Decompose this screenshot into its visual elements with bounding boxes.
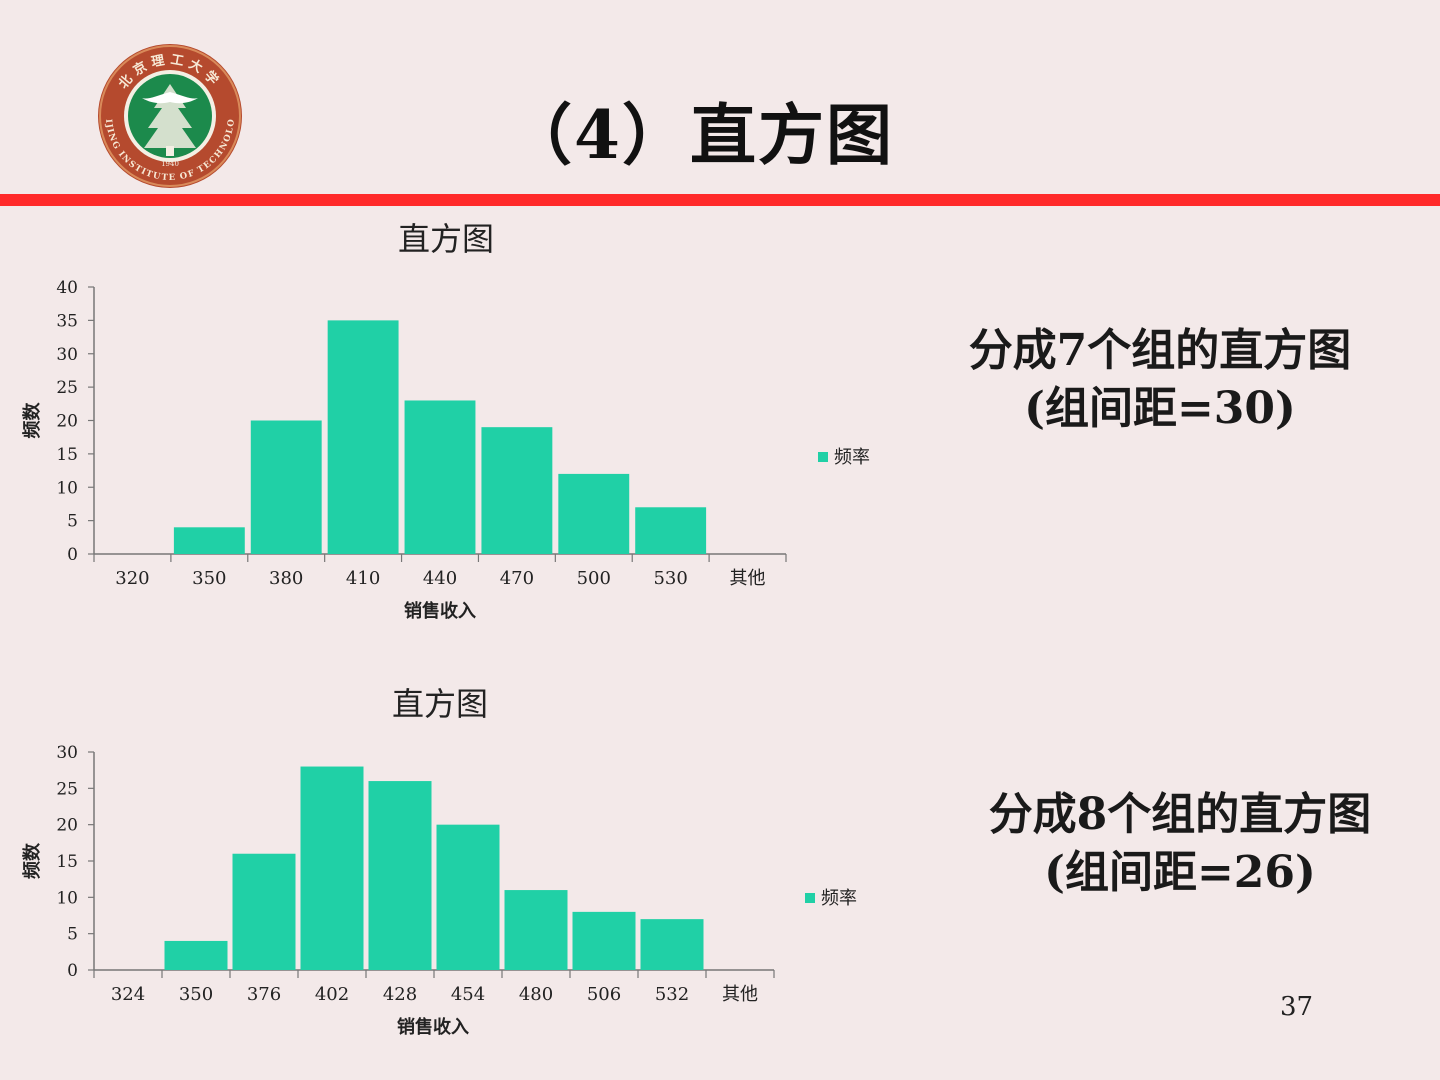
caption-8-groups-line1: 分成8个组的直方图	[988, 789, 1372, 840]
histogram-bar	[558, 473, 630, 554]
slide-title: （4）直方图	[506, 96, 894, 174]
y-tick-label: 40	[56, 278, 78, 298]
x-tick-label: 506	[587, 984, 621, 1005]
x-tick-label: 324	[111, 984, 145, 1005]
x-tick-label: 376	[247, 984, 281, 1005]
page-number: 37	[1280, 992, 1314, 1022]
y-tick-label: 5	[67, 512, 78, 532]
x-tick-label: 410	[346, 568, 380, 589]
caption-7-groups-line1: 分成7个组的直方图	[968, 325, 1352, 376]
y-tick-label: 15	[56, 445, 78, 465]
histogram-bar	[404, 400, 476, 554]
histogram-bar	[250, 420, 322, 554]
histogram-bar	[300, 766, 364, 970]
x-tick-label: 350	[179, 984, 213, 1005]
y-tick-label: 25	[56, 378, 78, 398]
legend-label: 频率	[834, 447, 870, 468]
x-tick-label: 其他	[722, 984, 758, 1005]
legend-swatch	[805, 893, 815, 903]
histogram-chart-7-groups: 直方图 0 5 10 15 20 25 30 35 40 320 350 380 410 440 470 500…	[0, 210, 900, 630]
y-tick-label: 30	[56, 743, 78, 763]
chart-title: 直方图	[398, 220, 494, 258]
logo-year: 1940	[161, 160, 179, 168]
caption-8-groups-line2: (组间距=26)	[1044, 847, 1316, 898]
x-tick-label: 470	[500, 568, 534, 589]
histogram-bar	[164, 940, 228, 970]
histogram-bar	[368, 781, 432, 970]
x-tick-label: 532	[655, 984, 689, 1005]
y-tick-label: 35	[56, 311, 78, 331]
x-axis-label: 销售收入	[397, 1016, 469, 1038]
x-axis-label: 销售收入	[404, 600, 476, 622]
title-divider	[0, 194, 1440, 206]
caption-8-groups: 分成8个组的直方图 (组间距=26)	[950, 786, 1410, 902]
x-tick-label: 428	[383, 984, 417, 1005]
y-tick-label: 10	[56, 478, 78, 498]
histogram-bar	[173, 527, 245, 554]
histogram-bar	[232, 853, 296, 970]
x-tick-label: 440	[423, 568, 457, 589]
x-tick-label: 402	[315, 984, 349, 1005]
x-tick-label: 其他	[730, 568, 766, 589]
legend-swatch	[818, 452, 828, 462]
y-tick-label: 0	[67, 545, 78, 565]
university-logo: 北京理工大学 BEIJING INSTITUTE OF TECHNOLOGY 1…	[96, 42, 242, 188]
histogram-bar	[436, 824, 500, 970]
caption-7-groups-line2: (组间距=30)	[1024, 383, 1296, 434]
y-tick-label: 15	[56, 852, 78, 872]
y-tick-label: 20	[56, 412, 78, 432]
histogram-svg-1: 直方图 0 5 10 15 20 25 30 35 40 320 350 380 410 440 470 500…	[21, 220, 870, 622]
x-tick-label: 454	[451, 984, 485, 1005]
x-tick-label: 480	[519, 984, 553, 1005]
histogram-bar	[635, 507, 707, 554]
caption-7-groups: 分成7个组的直方图 (组间距=30)	[930, 322, 1390, 438]
histogram-bar	[504, 890, 568, 970]
histogram-chart-8-groups: 直方图 0 5 10 15 20 25 30 324 350 376 402 428 454 480 506 5…	[0, 674, 900, 1054]
y-tick-label: 5	[67, 925, 78, 945]
x-tick-label: 530	[653, 568, 687, 589]
y-tick-label: 30	[56, 345, 78, 365]
y-tick-label: 10	[56, 888, 78, 908]
histogram-svg-2: 直方图 0 5 10 15 20 25 30 324 350 376 402 428 454 480 506 5…	[21, 685, 857, 1038]
x-tick-label: 500	[577, 568, 611, 589]
y-tick-label: 0	[67, 961, 78, 981]
x-tick-label: 380	[269, 568, 303, 589]
y-tick-label: 25	[56, 779, 78, 799]
histogram-bar	[572, 911, 636, 970]
y-tick-label: 20	[56, 816, 78, 836]
histogram-bar	[640, 919, 704, 970]
histogram-bar	[327, 320, 399, 554]
histogram-bar	[481, 427, 553, 554]
x-tick-label: 320	[115, 568, 149, 589]
y-axis-label: 频数	[21, 842, 43, 879]
y-axis-label: 频数	[21, 402, 43, 439]
legend-label: 频率	[821, 888, 857, 909]
chart-title: 直方图	[392, 685, 488, 723]
x-tick-label: 350	[192, 568, 226, 589]
